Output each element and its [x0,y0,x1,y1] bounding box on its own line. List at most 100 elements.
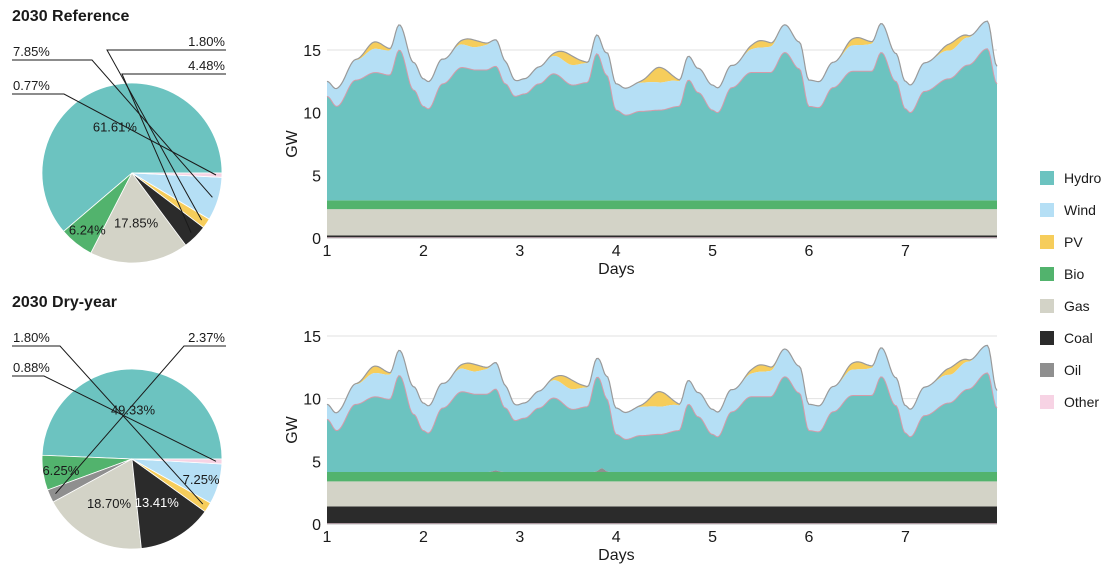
reference-total-line [326,20,998,90]
dry-year-area-pv [327,345,997,413]
legend-swatch-gas [1040,299,1054,313]
reference-pie-chart: 61.61% 6.24% 17.85% 4.48% 1.80% 7.85% 0.77% [12,34,226,264]
dry-year-label-bio: 6.25% [42,463,79,478]
legend-swatch-bio [1040,267,1054,281]
dry-year-xtick-1: 1 [323,529,332,546]
legend-label-bio: Bio [1064,266,1085,282]
dry-year-pie-chart: 49.33% 6.25% 2.37% 18.70% 13.41% 1.80% 7.25% 0.… [12,330,226,550]
legend-item-other: Other [1040,386,1105,418]
reference-label-coal: 4.48% [188,58,225,73]
legend-item-pv: PV [1040,226,1105,258]
dry-year-xtick-6: 6 [805,529,814,546]
dry-year-label-other: 0.88% [13,360,50,375]
legend-item-bio: Bio [1040,258,1105,290]
legend-swatch-wind [1040,203,1054,217]
dry-year-area-hydro [327,372,997,472]
reference-label-wind: 7.85% [13,44,50,59]
dry-year-xlabel: Days [598,547,634,564]
reference-xtick-5: 5 [708,243,717,260]
reference-area-chart: 0 5 10 15 1 2 3 4 5 6 7 Days GW [284,20,998,278]
reference-leader-pv [106,49,226,221]
dry-year-leader-other [12,375,217,462]
dry-year-leader-oil [55,345,226,495]
reference-leader-other [12,93,217,176]
reference-xtick-3: 3 [515,243,524,260]
dry-year-ylabel: GW [284,415,301,443]
legend-swatch-pv [1040,235,1054,249]
dry-year-area-coal [327,506,997,524]
dry-year-area-chart: 0 5 10 15 1 2 3 4 5 6 7 Days GW [284,329,998,564]
legend-swatch-oil [1040,363,1054,377]
dry-year-xtick-2: 2 [419,529,428,546]
dry-year-label-hydro: 49.33% [111,403,156,418]
legend-item-hydro: Hydro [1040,162,1105,194]
legend-item-wind: Wind [1040,194,1105,226]
reference-ytick-15: 15 [303,43,321,60]
legend-swatch-hydro [1040,171,1054,185]
dry-year-xtick-4: 4 [612,529,621,546]
dry-year-slice-coal [131,458,206,549]
dry-year-label-wind: 7.25% [183,472,220,487]
reference-xlabel: Days [598,261,634,278]
dry-year-leader-pv [12,345,204,505]
dry-year-ytick-10: 10 [303,392,321,409]
dry-year-xtick-5: 5 [708,529,717,546]
dry-year-area-oil [327,468,997,472]
dry-year-total-line [326,344,998,414]
legend-item-coal: Coal [1040,322,1105,354]
dry-year-xtick-7: 7 [901,529,910,546]
legend-label-pv: PV [1064,234,1083,250]
dry-year-label-pv: 1.80% [13,330,50,345]
reference-ytick-10: 10 [303,106,321,123]
dry-year-area-wind [327,345,997,440]
legend-label-hydro: Hydro [1064,170,1102,186]
reference-area-other [327,237,997,238]
legend-item-oil: Oil [1040,354,1105,386]
dry-year-area-gas [327,481,997,507]
reference-ytick-5: 5 [312,168,321,185]
reference-area-bio [327,200,997,210]
reference-xtick-1: 1 [323,243,332,260]
legend-label-oil: Oil [1064,362,1082,378]
dry-year-ytick-5: 5 [312,454,321,471]
dry-year-slice-other [131,458,223,465]
reference-label-gas: 17.85% [114,215,159,230]
dry-year-title: 2030 Dry-year [12,294,117,311]
reference-area-gas [327,209,997,236]
legend: Hydro Wind PV Bio Gas Coal Oil Other [1040,162,1105,418]
reference-ytick-0: 0 [312,231,321,248]
reference-edge-hydro [326,48,998,116]
legend-swatch-other [1040,395,1054,409]
reference-xtick-6: 6 [805,243,814,260]
legend-swatch-coal [1040,331,1054,345]
dry-year-edge-hydro [326,372,998,440]
reference-leader-coal [121,73,226,233]
reference-xtick-2: 2 [419,243,428,260]
dry-year-area-bio [327,471,997,482]
legend-label-other: Other [1064,394,1100,410]
dry-year-slice-hydro [41,368,223,460]
reference-ylabel: GW [284,129,301,157]
dry-year-ytick-15: 15 [303,329,321,346]
reference-area-pv [327,21,997,89]
dry-year-label-coal: 13.41% [135,495,180,510]
legend-label-gas: Gas [1064,298,1090,314]
reference-label-bio: 6.24% [69,223,106,238]
reference-xtick-7: 7 [901,243,910,260]
legend-label-wind: Wind [1064,202,1096,218]
legend-label-coal: Coal [1064,330,1093,346]
reference-label-other: 0.77% [13,78,50,93]
dry-year-slice-gas [52,458,142,550]
dry-year-label-oil: 2.37% [188,330,225,345]
reference-area-coal [327,235,997,238]
reference-area-hydro [327,48,997,201]
reference-slice-gas [90,172,187,264]
dry-year-label-gas: 18.70% [87,496,132,511]
reference-title: 2030 Reference [12,8,130,25]
reference-area-wind [327,21,997,116]
reference-slice-hydro [41,82,223,232]
dry-year-area-other [327,523,997,524]
reference-label-hydro: 61.61% [93,120,138,135]
reference-xtick-4: 4 [612,243,621,260]
legend-item-gas: Gas [1040,290,1105,322]
